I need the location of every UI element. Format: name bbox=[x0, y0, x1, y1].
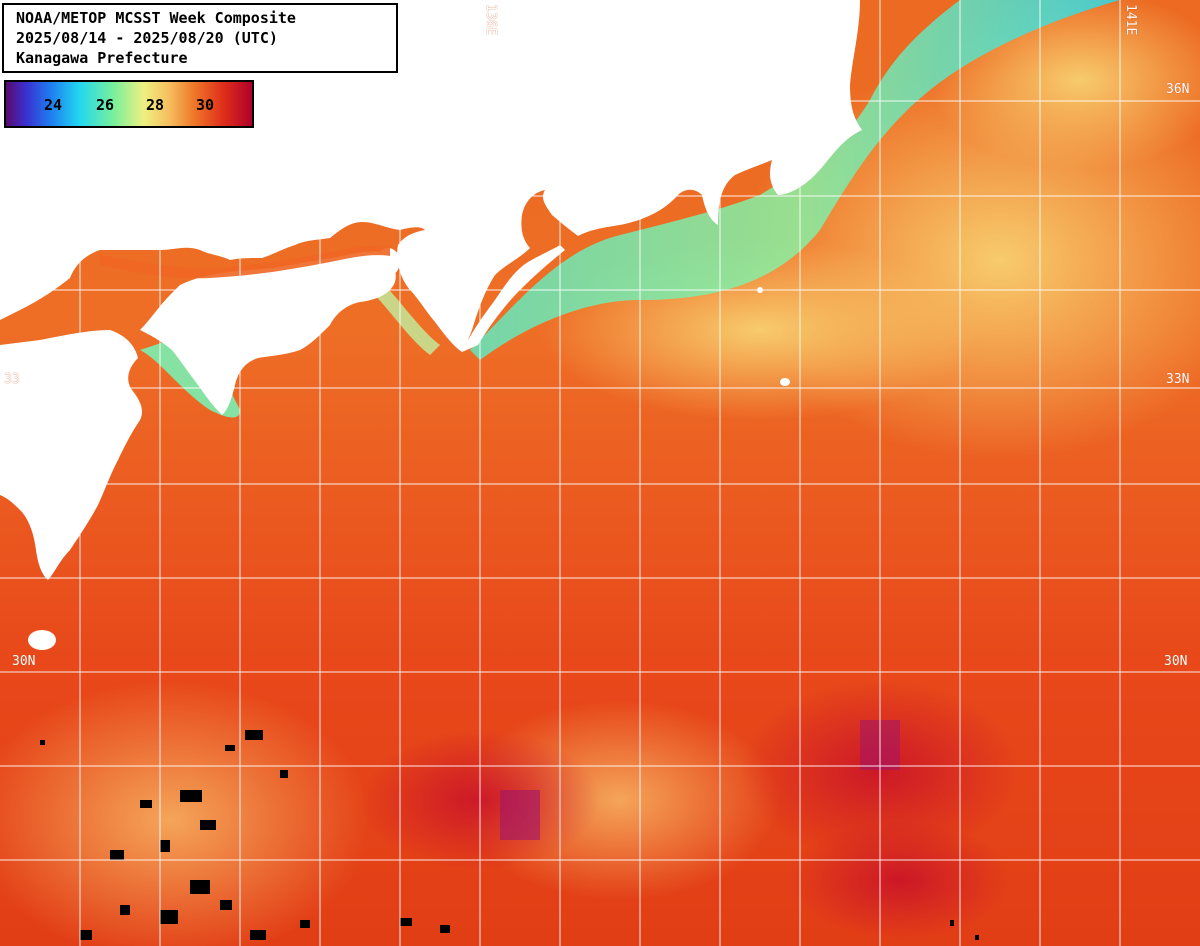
title-line-product: NOAA/METOP MCSST Week Composite bbox=[16, 9, 296, 27]
lat-label-33-left: 33 bbox=[4, 372, 20, 387]
land-shikoku bbox=[140, 251, 396, 415]
lon-label-141e: 141E bbox=[1123, 4, 1138, 36]
cool-shikoku-band bbox=[370, 280, 440, 355]
legend-label-26: 26 bbox=[96, 96, 115, 114]
temperature-color-scale: 24 26 28 30 bbox=[4, 80, 254, 128]
lat-label-30n-right: 30N bbox=[1164, 654, 1188, 669]
title-line-dates: 2025/08/14 - 2025/08/20 (UTC) bbox=[16, 29, 278, 47]
land-kyushu bbox=[0, 330, 143, 580]
no-data-speckles bbox=[40, 730, 979, 940]
land-islet-1 bbox=[10, 410, 30, 470]
pale-sw bbox=[0, 680, 370, 946]
legend-label-24: 24 bbox=[44, 96, 63, 114]
land-izu bbox=[772, 135, 807, 182]
seto-inland-sea bbox=[100, 246, 390, 279]
lat-label-30n-left: 30N bbox=[12, 654, 36, 669]
land-boso bbox=[820, 92, 845, 106]
legend-label-30: 30 bbox=[196, 96, 215, 114]
lat-label-36n-right: 36N bbox=[1166, 82, 1190, 97]
purple-spot-1 bbox=[500, 790, 540, 840]
lat-label-33n-right: 33N bbox=[1166, 372, 1190, 387]
lon-label-136e: 136E bbox=[483, 4, 498, 36]
title-line-region: Kanagawa Prefecture bbox=[16, 49, 188, 67]
legend-label-28: 28 bbox=[146, 96, 165, 114]
hot-patch-far-south bbox=[790, 820, 1010, 940]
land-kii bbox=[462, 245, 565, 352]
map-title-box: NOAA/METOP MCSST Week Composite 2025/08/… bbox=[2, 3, 398, 73]
land-tanegashima bbox=[28, 630, 56, 650]
land-islet-2 bbox=[780, 378, 790, 386]
